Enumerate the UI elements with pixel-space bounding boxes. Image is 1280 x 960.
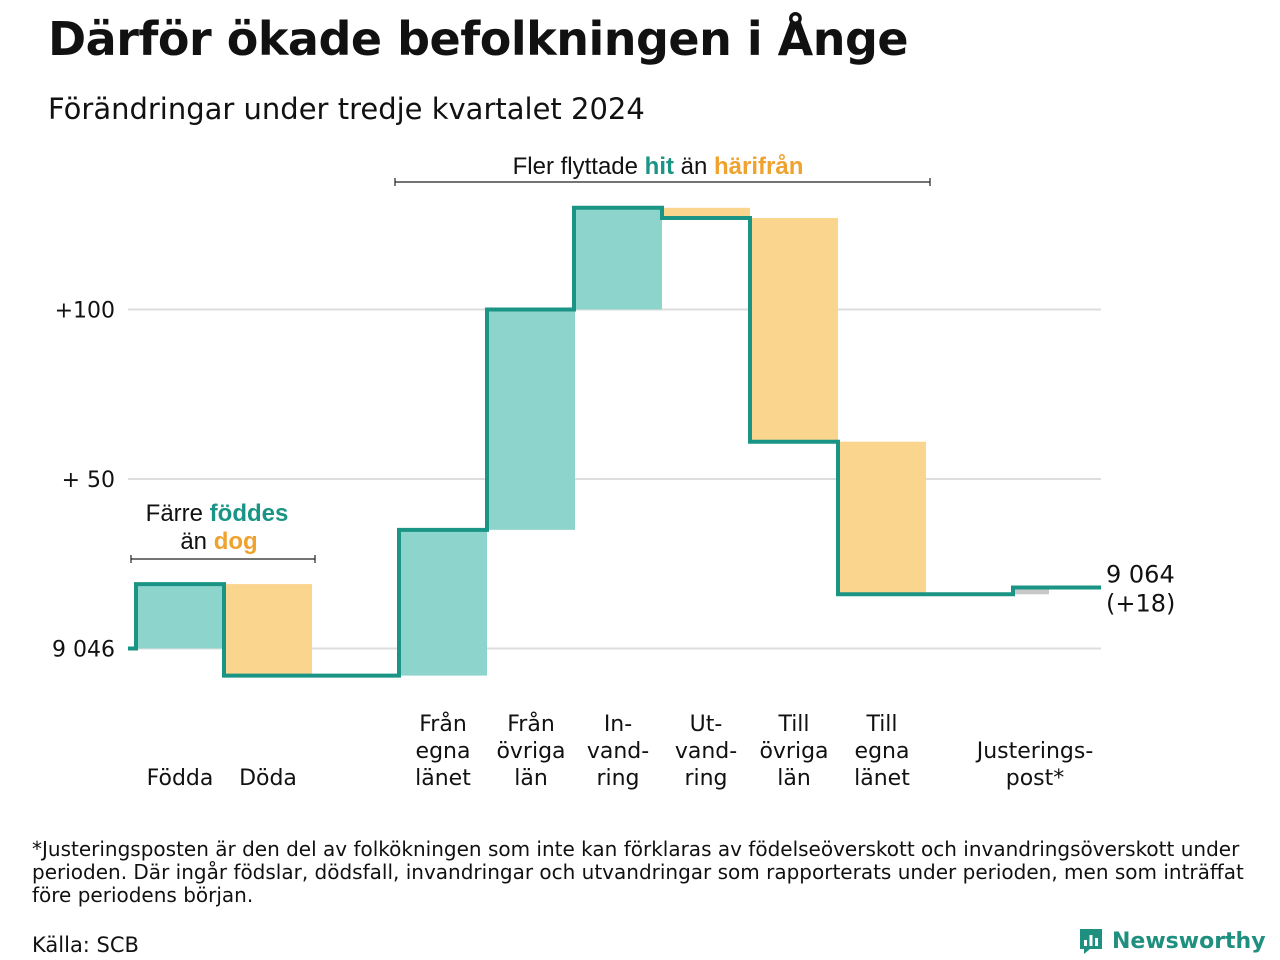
cumulative-line bbox=[128, 205, 1101, 678]
chart-title: Därför ökade befolkningen i Ånge bbox=[48, 12, 909, 66]
x-axis-label: Döda bbox=[239, 766, 297, 791]
end-total-label: 9 064 bbox=[1106, 560, 1175, 588]
newsworthy-icon bbox=[1080, 929, 1102, 954]
waterfall-bar bbox=[1013, 587, 1049, 595]
source-label: Källa: SCB bbox=[32, 933, 139, 957]
x-axis-label: länet bbox=[854, 766, 910, 791]
x-axis-label: Till bbox=[865, 712, 897, 737]
x-axis-label: vand- bbox=[587, 739, 649, 764]
end-change-label: (+18) bbox=[1106, 589, 1175, 617]
x-axis-label: ring bbox=[596, 766, 639, 791]
brand-name: Newsworthy bbox=[1112, 928, 1266, 954]
x-axis-label: Justerings- bbox=[975, 739, 1094, 764]
x-axis-label: län bbox=[514, 766, 548, 791]
waterfall-bar bbox=[838, 441, 926, 595]
waterfall-bar bbox=[136, 584, 224, 649]
waterfall-bar bbox=[662, 207, 750, 218]
x-axis-label: post* bbox=[1006, 766, 1065, 791]
waterfall-bar bbox=[399, 529, 487, 676]
x-axis-label: In- bbox=[604, 712, 632, 737]
x-axis-label: övriga bbox=[496, 739, 565, 764]
x-axis-label: Från bbox=[419, 711, 467, 737]
x-axis-label: Från bbox=[507, 711, 555, 737]
natural-annotation-line2: än dog bbox=[180, 528, 257, 555]
waterfall-bar bbox=[224, 584, 312, 676]
x-axis-label: Till bbox=[777, 712, 809, 737]
x-axis-label: egna bbox=[416, 739, 471, 764]
x-axis-label: ring bbox=[684, 766, 727, 791]
footnote: *Justeringsposten är den del av folkökni… bbox=[32, 837, 1244, 907]
waterfall-bar bbox=[574, 207, 662, 310]
x-axis-label: egna bbox=[855, 739, 910, 764]
x-axis-label: Ut- bbox=[690, 712, 723, 737]
x-axis-label: län bbox=[777, 766, 811, 791]
x-axis-label: länet bbox=[415, 766, 471, 791]
natural-annotation-line1: Färre föddes bbox=[146, 500, 289, 527]
x-axis-label: Födda bbox=[147, 766, 214, 791]
y-tick-label: + 50 bbox=[62, 468, 115, 493]
waterfall-bar bbox=[487, 309, 575, 530]
migration-annotation: Fler flyttade hit än härifrån bbox=[513, 153, 804, 180]
chart-subtitle: Förändringar under tredje kvartalet 2024 bbox=[48, 92, 645, 126]
y-tick-label: +100 bbox=[55, 299, 115, 324]
waterfall-bar bbox=[750, 217, 838, 442]
y-tick-label: 9 046 bbox=[52, 638, 115, 663]
x-axis-label: vand- bbox=[675, 739, 737, 764]
brand-logo[interactable]: Newsworthy bbox=[1078, 927, 1266, 955]
x-axis-label: övriga bbox=[759, 739, 828, 764]
